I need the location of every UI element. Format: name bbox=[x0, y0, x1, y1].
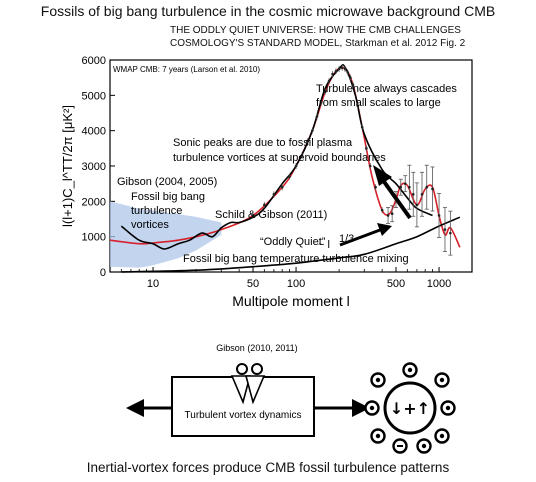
cascade-arrow-head bbox=[373, 165, 392, 186]
y-tick-label: 3000 bbox=[82, 161, 106, 173]
data-point bbox=[351, 83, 355, 87]
axis-tick-labels: 0 1000 2000 3000 4000 5000 6000 10 50 100 500 1000 bbox=[82, 55, 452, 290]
data-point bbox=[431, 187, 434, 191]
vortex-satellite-core bbox=[375, 433, 381, 439]
y-tick-label: 6000 bbox=[82, 55, 106, 67]
data-point bbox=[346, 71, 350, 74]
vortex-satellite-core bbox=[407, 367, 413, 373]
annotation-fossil-3: vortices bbox=[131, 219, 169, 231]
annotation-schild-gibson: Schild & Gibson (2011) bbox=[215, 209, 327, 221]
vortex-satellite-core bbox=[439, 377, 445, 383]
oddly-quiet-arrow-head bbox=[377, 223, 392, 236]
annotation-cascade-2: from small scales to large bbox=[316, 97, 441, 109]
x-tick-label: 500 bbox=[387, 278, 405, 290]
cascade-arrow-shaft bbox=[378, 174, 412, 220]
data-point bbox=[315, 115, 319, 118]
annotation-fossil-2: turbulence bbox=[131, 205, 182, 217]
annotation-fossil-1: Fossil big bang bbox=[131, 191, 205, 203]
annotation-oddly-quiet: “Oddly Quiet” bbox=[260, 236, 326, 248]
data-point bbox=[337, 67, 341, 71]
data-point bbox=[425, 185, 429, 189]
data-point bbox=[380, 208, 384, 212]
data-point bbox=[340, 66, 344, 70]
annotation-gibson-years: Gibson (2004, 2005) bbox=[117, 176, 217, 188]
y-tick-label: 1000 bbox=[82, 232, 106, 244]
eddy-nozzle-icon bbox=[230, 363, 266, 405]
vortex-satellite-core bbox=[369, 405, 375, 411]
data-point bbox=[408, 185, 411, 189]
data-point bbox=[311, 129, 314, 132]
annotation-cascade-1: Turbulence always cascades bbox=[316, 83, 457, 95]
figure-title: Fossils of big bang turbulence in the co… bbox=[40, 3, 496, 19]
vortex-satellite-core bbox=[445, 405, 451, 411]
data-point bbox=[368, 164, 372, 168]
data-point bbox=[319, 101, 323, 104]
data-point bbox=[403, 182, 407, 185]
data-point bbox=[360, 125, 364, 129]
annotation-power-exponent: 1/3 bbox=[339, 233, 354, 245]
data-point bbox=[343, 67, 347, 71]
x-axis-label: Multipole moment l bbox=[232, 293, 350, 309]
y-axis-label: l(l+1)C_l^TT/2π [μK²] bbox=[60, 105, 75, 227]
data-point bbox=[411, 192, 415, 196]
y-tick-label: 0 bbox=[100, 267, 106, 279]
diagram-gibson-label: Gibson (2010, 2011) bbox=[216, 343, 297, 353]
data-point bbox=[323, 90, 327, 94]
data-point bbox=[365, 147, 368, 150]
vortex-satellite-core bbox=[439, 433, 445, 439]
oddly-quiet-arrow-shaft bbox=[339, 228, 381, 247]
data-point bbox=[356, 104, 360, 108]
vortex-satellite-core bbox=[375, 377, 381, 383]
data-point bbox=[443, 228, 447, 231]
vortex-cluster-icon: ↓+↑ bbox=[364, 362, 456, 454]
annotation-sonic-2: turbulence vortices at supervoid boundar… bbox=[173, 152, 386, 164]
y-tick-label: 2000 bbox=[82, 196, 106, 208]
data-point bbox=[415, 203, 419, 207]
data-point bbox=[306, 139, 309, 143]
data-point bbox=[272, 192, 276, 196]
x-tick-label: 50 bbox=[247, 278, 259, 290]
data-point bbox=[331, 72, 334, 76]
oddly-quiet-curve bbox=[121, 216, 461, 273]
data-point bbox=[327, 79, 331, 83]
reference-line-2: COSMOLOGY'S STANDARD MODEL, Starkman et … bbox=[170, 38, 466, 49]
reference-line-1: THE ODDLY QUIET UNIVERSE: HOW THE CMB CH… bbox=[170, 25, 461, 36]
data-point bbox=[386, 214, 390, 217]
data-point bbox=[294, 164, 298, 168]
data-point bbox=[390, 212, 394, 215]
y-tick-label: 4000 bbox=[82, 126, 106, 138]
data-point bbox=[251, 214, 255, 217]
data-point bbox=[420, 192, 424, 196]
cosmic-variance-band bbox=[110, 201, 222, 268]
y-tick-label: 5000 bbox=[82, 90, 106, 102]
right-arrow-head bbox=[352, 399, 370, 417]
annotation-power-law: ~ l bbox=[318, 239, 330, 251]
x-tick-label: 1000 bbox=[427, 278, 451, 290]
vortex-glyph: ↓+↑ bbox=[390, 399, 430, 418]
data-point bbox=[374, 185, 377, 189]
data-points-layer bbox=[251, 64, 453, 256]
reference-citation: THE ODDLY QUIET UNIVERSE: HOW THE CMB CH… bbox=[170, 24, 465, 50]
data-point bbox=[288, 175, 291, 178]
data-point bbox=[334, 70, 338, 73]
data-point bbox=[399, 185, 403, 189]
data-point bbox=[449, 231, 452, 235]
data-point bbox=[263, 203, 266, 207]
x-tick-label: 10 bbox=[147, 278, 159, 290]
annotation-mixing: Fossil big bang temperature turbulence m… bbox=[183, 253, 409, 265]
vortex-dynamics-label: Turbulent vortex dynamics bbox=[185, 410, 302, 421]
data-point bbox=[280, 185, 284, 189]
vortex-satellite-core bbox=[421, 443, 427, 449]
annotation-sonic-1: Sonic peaks are due to fossil plasma bbox=[173, 137, 353, 149]
chart-legend-text: WMAP CMB: 7 years (Larson et al. 2010) bbox=[113, 65, 260, 74]
data-point bbox=[300, 154, 304, 157]
figure-footer: Inertial-vortex forces produce CMB fossi… bbox=[86, 460, 450, 475]
data-point bbox=[349, 76, 352, 79]
x-tick-label: 100 bbox=[287, 278, 305, 290]
left-arrow-head bbox=[126, 399, 144, 417]
data-point bbox=[437, 214, 441, 217]
fossil-turbulence-curve bbox=[120, 63, 433, 250]
